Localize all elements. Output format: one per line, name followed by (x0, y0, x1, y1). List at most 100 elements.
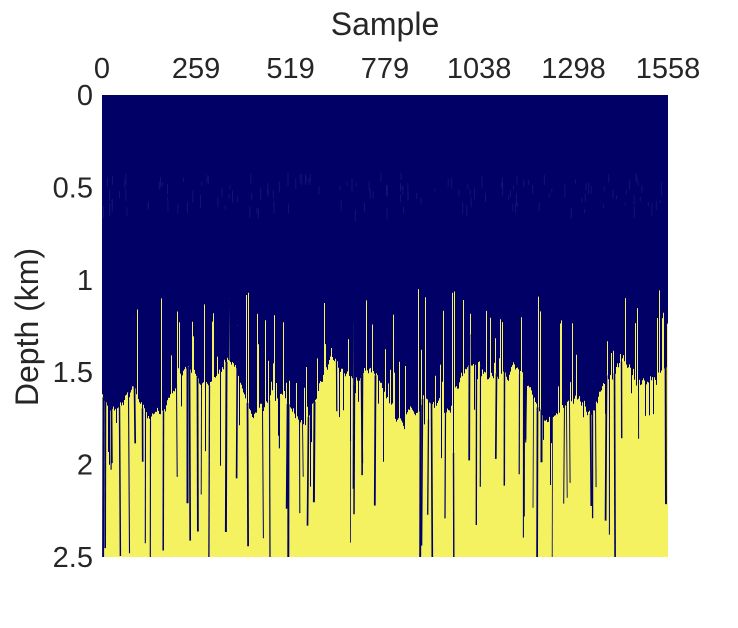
x-tick-label: 1558 (636, 53, 701, 85)
deep-spike (563, 402, 565, 504)
deep-spike (430, 401, 434, 558)
x-tick-label: 0 (94, 53, 110, 85)
speckle (612, 189, 614, 199)
y-tick-label: 2 (77, 450, 93, 482)
speckle (570, 208, 572, 212)
speckle (119, 191, 120, 198)
speckle (102, 206, 104, 218)
deep-spike (595, 403, 597, 488)
speckle (192, 190, 194, 203)
speckle (651, 203, 653, 216)
deep-spike (604, 375, 608, 521)
speckle (273, 201, 275, 214)
speckle (473, 187, 475, 200)
speckle (161, 182, 163, 187)
speckle (633, 194, 635, 205)
speckle (655, 201, 657, 211)
speckle (513, 185, 514, 190)
deep-spike (494, 373, 498, 459)
speckle (256, 207, 258, 215)
speckle (538, 203, 540, 212)
speckle (207, 175, 209, 184)
speckle (158, 182, 160, 190)
speckle (305, 176, 307, 183)
speckle (625, 190, 627, 195)
deep-spike (444, 411, 447, 519)
speckle (639, 197, 641, 202)
deep-spike (525, 385, 528, 443)
plot-area (102, 95, 668, 558)
y-axis-title: Depth (km) (9, 248, 45, 406)
speckle (584, 193, 586, 202)
speckle (659, 199, 661, 204)
deep-spike (664, 323, 667, 505)
speckle (309, 174, 311, 182)
speckle (201, 181, 203, 186)
speckle (260, 187, 262, 200)
deep-spike (261, 408, 264, 539)
speckle (372, 191, 374, 199)
speckle (167, 200, 169, 212)
speckle (232, 190, 233, 203)
speckle (401, 185, 403, 190)
speckle (523, 180, 525, 188)
speckle (636, 175, 638, 181)
deep-spike (373, 375, 377, 506)
speckle (237, 196, 238, 203)
speckle (400, 194, 402, 203)
speckle (470, 197, 472, 208)
deep-spike (613, 373, 616, 558)
deep-spike (360, 375, 364, 464)
x-axis-ticks: 0 259 519 779 1038 1298 1558 (94, 53, 700, 85)
deep-spike (285, 403, 289, 509)
speckle (160, 177, 161, 188)
speckle (515, 203, 517, 213)
speckle (467, 183, 469, 189)
speckle (167, 184, 168, 195)
speckle (200, 194, 201, 208)
deep-spike (427, 419, 430, 515)
speckle (166, 196, 168, 201)
y-tick-label: 0.5 (53, 172, 93, 204)
x-axis-title: Sample (331, 6, 440, 42)
speckle (400, 182, 401, 192)
deep-spike (235, 325, 239, 479)
x-tick-label: 1038 (447, 53, 512, 85)
speckle (629, 179, 631, 190)
speckle (548, 193, 550, 198)
speckle (250, 173, 252, 184)
speckle (500, 182, 502, 188)
speckle (516, 175, 518, 185)
speckle (339, 186, 341, 191)
speckle (420, 197, 422, 205)
speckle (229, 185, 231, 190)
speckle (402, 186, 404, 195)
x-tick-label: 259 (172, 53, 220, 85)
speckle (581, 198, 583, 203)
speckle (183, 177, 184, 182)
deep-spike (127, 392, 131, 554)
deep-spike (175, 382, 178, 477)
speckle (603, 186, 605, 191)
speckle (616, 195, 617, 200)
speckle (147, 204, 149, 210)
speckle (407, 192, 409, 201)
speckle (386, 184, 387, 197)
deep-spike (118, 405, 122, 557)
speckle (635, 173, 637, 183)
speckle (124, 179, 126, 189)
speckle (267, 190, 269, 197)
speckle (585, 182, 587, 191)
speckle (318, 186, 320, 195)
speckle (583, 209, 585, 214)
speckle (528, 179, 530, 186)
deep-spike (228, 298, 231, 361)
x-tick-label: 519 (266, 53, 314, 85)
speckle (403, 207, 405, 213)
speckle (647, 202, 649, 207)
speckle (451, 178, 453, 189)
speckle (400, 172, 402, 181)
speckle (363, 203, 365, 213)
speckle (305, 174, 306, 185)
